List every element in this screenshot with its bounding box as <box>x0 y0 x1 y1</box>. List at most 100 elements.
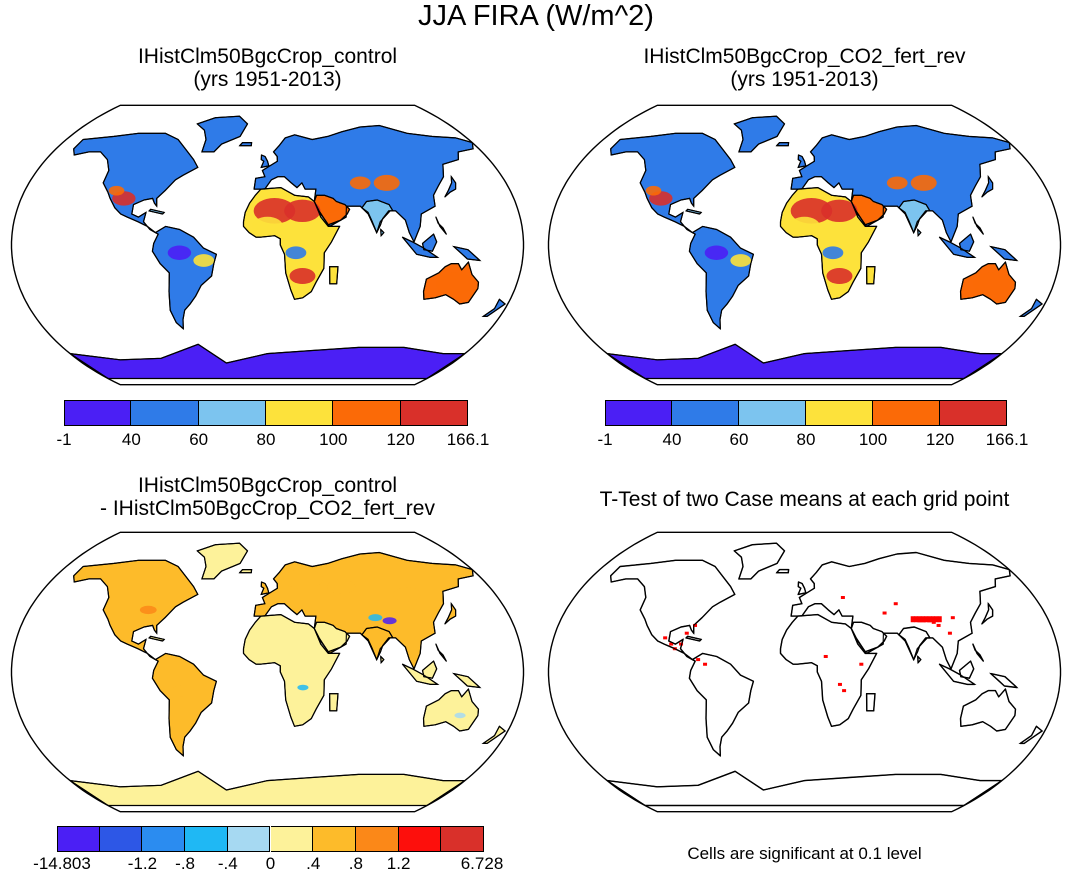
figure-title: JJA FIRA (W/m^2) <box>418 0 654 32</box>
significant-cell <box>914 616 919 623</box>
coastline-uk <box>797 581 807 596</box>
value-patch <box>821 199 858 223</box>
coastline-samerica <box>151 225 218 331</box>
colorbar-tick-label: 0 <box>265 854 276 873</box>
land-layer <box>69 542 507 807</box>
coastline-philippines <box>435 216 447 235</box>
coastline-newguinea <box>988 245 1019 262</box>
coastline-greenland <box>196 115 249 153</box>
coastline-srilanka <box>917 228 922 238</box>
colorbar-swatch <box>99 826 143 852</box>
coastline-newguinea <box>451 672 482 689</box>
colorbar-swatch <box>185 826 228 852</box>
colorbar-tick-label: 166.1 <box>446 430 490 449</box>
value-patch <box>822 246 844 260</box>
coastline-madagascar <box>866 266 876 285</box>
coastline-australia <box>959 260 1017 305</box>
colorbar-tick-label: 166.1 <box>985 430 1029 449</box>
colorbar-tick-label: 80 <box>256 430 276 449</box>
colorbar-tick-label: 40 <box>121 430 141 449</box>
coastline-nz <box>1018 298 1044 317</box>
colorbar-swatch <box>131 400 199 426</box>
landmass-antarctica <box>69 770 466 807</box>
landmass-antarctica <box>69 343 466 380</box>
panel-1-title-line1: IHistClm50BgcCrop_control <box>137 45 398 68</box>
map-difference <box>10 531 525 813</box>
coastline-indonesia <box>402 236 440 258</box>
colorbar-swatch <box>398 826 442 852</box>
coastline-japan <box>981 174 994 198</box>
colorbar-swatch <box>313 826 356 852</box>
coastline-cuba <box>148 208 166 215</box>
coastline-arabia <box>313 621 351 653</box>
coastline-newguinea <box>451 245 482 262</box>
coastline-greenland <box>733 115 786 153</box>
significant-cell <box>703 662 708 666</box>
value-patch <box>730 254 752 267</box>
panel-3-title-line2: - IHistClm50BgcCrop_CO2_fert_rev <box>100 497 435 520</box>
significant-cell <box>684 631 689 635</box>
colorbar-swatch <box>806 400 873 426</box>
significant-cell <box>859 662 864 666</box>
colorbar-tick-label: 100 <box>858 430 888 449</box>
coastline-eurasia <box>790 551 1011 671</box>
panel-2-title-line2: (yrs 1951-2013) <box>730 68 879 91</box>
colorbar-tick-label: .8 <box>348 854 363 873</box>
coastline-samerica <box>688 225 755 331</box>
coastline-borneo <box>421 233 438 252</box>
colorbar-swatch <box>227 826 271 852</box>
significant-cell <box>910 616 915 623</box>
coastline-uk <box>260 581 270 596</box>
value-patch <box>289 268 316 285</box>
significant-cell <box>927 616 932 623</box>
colorbar-tick-label: -.8 <box>175 854 196 873</box>
colorbar-tick-label: -14.803 <box>33 854 91 873</box>
map-border <box>10 104 525 386</box>
map-border <box>547 531 1062 813</box>
land-layer <box>606 542 1044 807</box>
coastline-indonesia <box>939 663 977 685</box>
value-patch <box>283 569 323 589</box>
coastline-japan <box>981 601 994 625</box>
value-patch <box>373 174 400 191</box>
coastline-borneo <box>421 660 438 679</box>
coastline-africa <box>242 614 341 727</box>
coastline-madagascar <box>329 693 339 712</box>
map-co2-fert-rev <box>547 104 1062 386</box>
colorbar-swatch <box>142 826 186 852</box>
value-patch <box>436 272 473 295</box>
coastline-india <box>361 199 394 234</box>
significant-cell <box>950 616 955 620</box>
value-patch <box>139 605 157 615</box>
colorbar-tick-label: 120 <box>925 430 955 449</box>
coastline-arabia <box>313 194 351 226</box>
panel-4-title-line1: T-Test of two Case means at each grid po… <box>599 488 1010 511</box>
coastline-cuba <box>685 208 703 215</box>
colorbar-swatch <box>198 400 266 426</box>
value-patch <box>704 245 729 260</box>
landmass-india <box>361 199 394 234</box>
coastline-nz <box>481 725 507 744</box>
coastline-uk <box>797 154 807 169</box>
coastline-india <box>898 199 931 234</box>
significant-cell <box>882 611 887 615</box>
value-patch <box>392 587 421 602</box>
colorbar-tick-label: 60 <box>729 430 749 449</box>
coastline-nz <box>481 298 507 317</box>
value-patch <box>284 199 321 223</box>
coastline-australia <box>422 687 480 732</box>
coastline-srilanka <box>917 655 922 665</box>
coastline-borneo <box>958 233 975 252</box>
coastline-samerica <box>151 652 218 758</box>
colorbar-swatch <box>672 400 739 426</box>
coastline-iceland <box>238 142 253 147</box>
coastline-eurasia <box>253 551 474 671</box>
colorbar-co2-fert-rev-labels: -1 40 60 80 100 120 166.1 <box>597 430 1028 452</box>
land-layer <box>606 115 1044 380</box>
map-control <box>10 104 525 386</box>
coastline-eurasia <box>790 124 1011 244</box>
landmass-antarctica <box>606 770 1003 807</box>
colorbar-tick-label: -1.2 <box>127 854 158 873</box>
value-patch <box>285 246 307 260</box>
colorbar-swatch <box>355 826 399 852</box>
